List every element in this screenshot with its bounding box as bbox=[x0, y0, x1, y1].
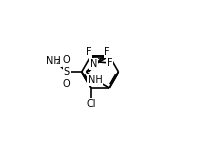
Text: F: F bbox=[86, 47, 91, 57]
Text: O: O bbox=[63, 55, 71, 65]
Text: O: O bbox=[63, 79, 71, 89]
Text: N: N bbox=[90, 59, 97, 69]
Text: NH: NH bbox=[46, 56, 61, 66]
Text: Cl: Cl bbox=[86, 99, 96, 109]
Text: S: S bbox=[64, 67, 70, 77]
Text: NH: NH bbox=[88, 75, 103, 85]
Text: F: F bbox=[107, 58, 112, 68]
Text: F: F bbox=[104, 47, 110, 57]
Text: 2: 2 bbox=[55, 59, 60, 65]
